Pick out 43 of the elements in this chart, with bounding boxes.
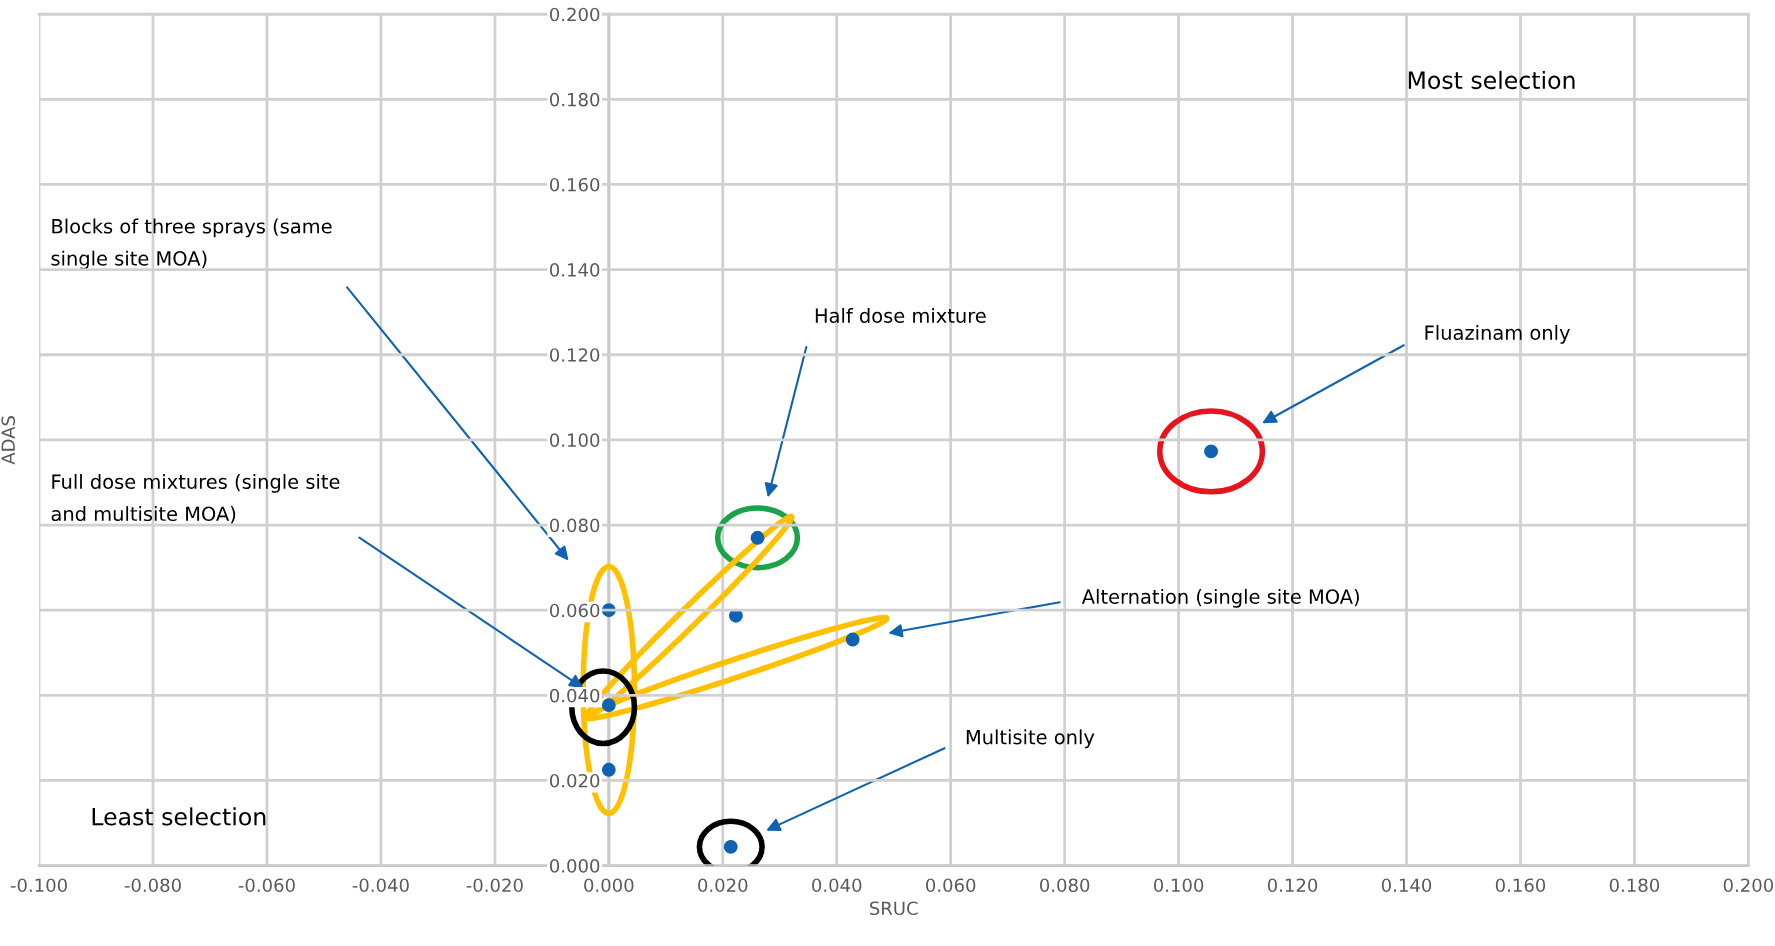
annotation: Blocks of three sprays (same single site MOA) [51,218,332,270]
point [601,698,616,713]
x-tick-label: 0.000 [584,878,634,893]
x-tick-label: -0.080 [124,878,181,893]
y-tick-label: 0.160 [549,177,600,192]
x-tick-label: 0.060 [926,878,976,893]
y-tick-label: 0.200 [549,7,600,22]
x-tick-label: 0.020 [698,878,748,893]
y-tick-label: 0.020 [549,773,600,788]
x-tick-label: -0.100 [10,878,67,893]
point [1204,444,1219,459]
x-tick-label: 0.100 [1153,878,1204,893]
y-tick-label: 0.100 [549,433,600,448]
x-tick-label: 0.080 [1039,878,1090,893]
x-tick-label: -0.020 [466,878,523,893]
y-axis-title: ADAS [1,416,16,465]
x-tick-label: 0.140 [1381,878,1432,893]
annotation: Most selection [1408,70,1575,90]
annotation: Full dose mixtures (single site and multisite MOA) [51,473,340,524]
x-tick-label: 0.120 [1267,878,1318,893]
point [750,530,765,545]
y-tick-label: 0.180 [549,92,600,107]
x-tick-label: 0.160 [1495,878,1546,893]
y-tick-label: 0.040 [549,688,600,703]
y-tick-label: 0.120 [549,348,600,362]
y-tick-label: 0.080 [549,518,600,533]
annotation: Multisite only [966,729,1095,749]
x-tick-label: -0.060 [238,878,295,893]
x-tick-label: 0.040 [812,878,862,893]
y-tick-label: 0.000 [549,859,600,873]
x-tick-label: 0.200 [1723,878,1774,893]
point [601,762,616,777]
annotation: Alternation (single site MOA) [1081,588,1359,608]
point [723,839,738,854]
annotation: Half dose mixture [815,307,986,323]
x-tick-label: 0.180 [1609,878,1660,893]
x-tick-label: -0.040 [352,878,409,893]
annotation: Fluazinam only [1425,324,1570,344]
x-axis-title: SRUC [869,901,918,916]
y-tick-label: 0.060 [549,603,600,618]
y-tick-label: 0.140 [549,263,600,277]
point [845,632,860,647]
annotation: Least selection [92,807,266,826]
